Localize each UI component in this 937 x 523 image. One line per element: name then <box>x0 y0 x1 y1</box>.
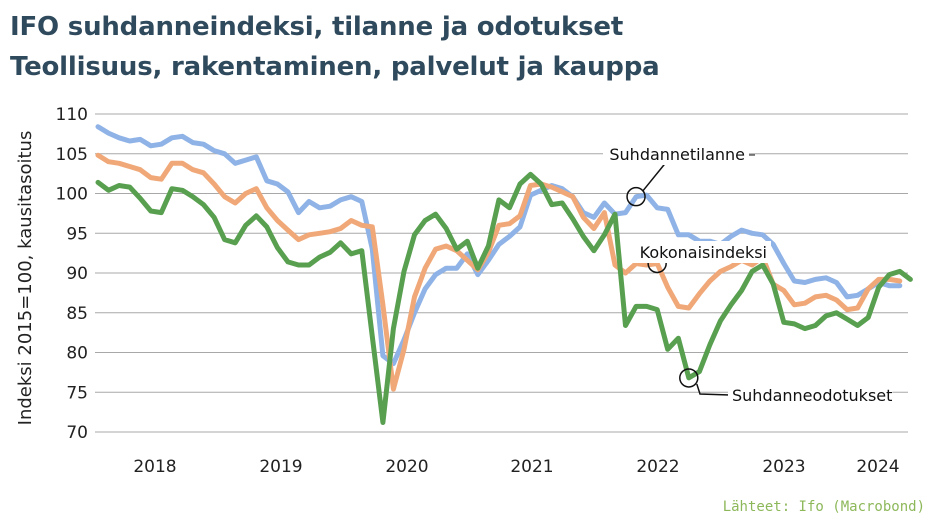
y-tick-label: 85 <box>66 304 88 324</box>
y-tick-label: 105 <box>56 145 88 165</box>
source-note: Lähteet: Ifo (Macrobond) <box>722 499 925 515</box>
y-tick-label: 95 <box>66 224 88 244</box>
series-line <box>95 152 903 392</box>
annotation-label: Suhdanneodotukset <box>732 386 892 405</box>
x-tick-label: 2024 <box>856 457 899 477</box>
y-tick-label: 70 <box>66 423 88 443</box>
y-tick-label: 75 <box>66 383 88 403</box>
x-tick-label: 2021 <box>510 457 553 477</box>
series-line <box>95 171 913 425</box>
chart-title: IFO suhdanneindeksi, tilanne ja odotukse… <box>10 12 624 42</box>
y-tick-label: 90 <box>66 264 88 284</box>
annotation-leader <box>696 383 731 396</box>
annotation-circle <box>679 368 699 388</box>
annotation-label: Suhdannetilanne <box>609 145 745 164</box>
annotation-label-bg <box>625 241 771 263</box>
y-axis-label: Indeksi 2015=100, kausitasoitus <box>15 131 36 426</box>
x-tick-label: 2023 <box>762 457 805 477</box>
y-tick-label: 80 <box>66 344 88 364</box>
series-line <box>95 124 903 367</box>
y-tick-label: 100 <box>56 185 88 205</box>
annotation-label: Kokonaisindeksi <box>640 243 767 262</box>
annotation-circle <box>626 186 646 207</box>
chart-subtitle: Teollisuus, rakentaminen, palvelut ja ka… <box>10 52 660 82</box>
x-tick-label: 2022 <box>636 457 679 477</box>
annotation-label-bg <box>728 384 893 406</box>
y-tick-label: 110 <box>56 105 88 125</box>
x-tick-label: 2018 <box>133 457 176 477</box>
x-tick-label: 2019 <box>259 457 302 477</box>
annotation-label-bg <box>603 143 749 165</box>
x-tick-label: 2020 <box>385 457 428 477</box>
